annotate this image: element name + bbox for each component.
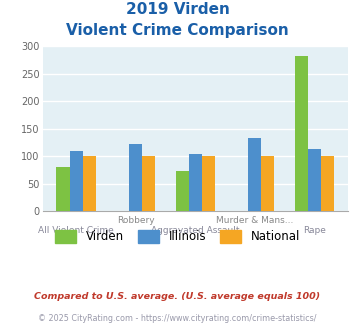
Bar [70, 151, 83, 211]
Bar [321, 156, 334, 211]
Bar [248, 138, 261, 211]
Bar [176, 171, 189, 211]
Bar [83, 156, 96, 211]
Text: © 2025 CityRating.com - https://www.cityrating.com/crime-statistics/: © 2025 CityRating.com - https://www.city… [38, 314, 317, 323]
Text: Rape: Rape [303, 226, 326, 235]
Bar [129, 144, 142, 211]
Text: Robbery: Robbery [117, 216, 154, 225]
Text: Violent Crime Comparison: Violent Crime Comparison [66, 23, 289, 38]
Bar [189, 154, 202, 211]
Text: 2019 Virden: 2019 Virden [126, 2, 229, 16]
Text: Compared to U.S. average. (U.S. average equals 100): Compared to U.S. average. (U.S. average … [34, 292, 321, 301]
Text: Aggravated Assault: Aggravated Assault [151, 226, 240, 235]
Bar [56, 167, 70, 211]
Bar [261, 156, 274, 211]
Legend: Virden, Illinois, National: Virden, Illinois, National [50, 226, 305, 248]
Bar [202, 156, 215, 211]
Text: All Violent Crime: All Violent Crime [38, 226, 114, 235]
Text: Murder & Mans...: Murder & Mans... [216, 216, 294, 225]
Bar [295, 55, 308, 211]
Bar [142, 156, 155, 211]
Bar [308, 148, 321, 211]
